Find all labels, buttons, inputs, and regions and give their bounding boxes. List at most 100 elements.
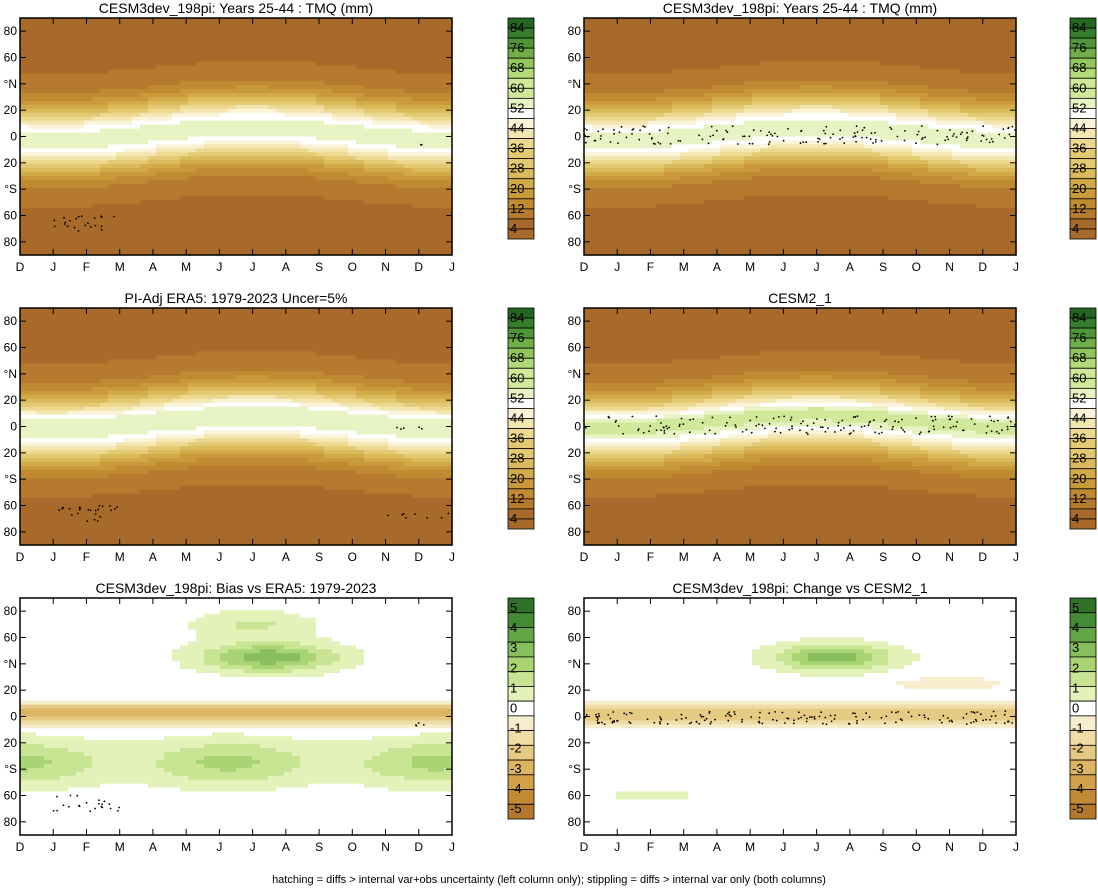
field-cell bbox=[116, 21, 125, 27]
field-cell bbox=[744, 100, 753, 106]
field-cell bbox=[356, 136, 365, 142]
stipple-dot bbox=[80, 215, 83, 218]
field-cell bbox=[372, 93, 381, 98]
field-cell bbox=[44, 211, 53, 217]
field-cell bbox=[68, 45, 77, 51]
field-cell bbox=[648, 93, 657, 98]
field-cell bbox=[292, 33, 301, 39]
field-cell bbox=[912, 81, 921, 86]
field-cell bbox=[992, 21, 1001, 27]
field-cell bbox=[28, 97, 37, 102]
field-cell bbox=[428, 124, 437, 130]
field-cell bbox=[36, 160, 45, 165]
field-cell bbox=[992, 128, 1001, 134]
field-cell bbox=[640, 37, 649, 43]
field-cell bbox=[840, 37, 849, 43]
field-cell bbox=[356, 89, 365, 94]
field-cell bbox=[324, 57, 333, 63]
field-cell bbox=[52, 183, 61, 189]
field-cell bbox=[436, 176, 445, 181]
field-cell bbox=[632, 104, 641, 110]
field-cell bbox=[872, 132, 881, 138]
field-cell bbox=[164, 219, 173, 224]
field-cell bbox=[696, 45, 705, 51]
field-cell bbox=[68, 211, 77, 217]
field-cell bbox=[736, 73, 745, 78]
field-cell bbox=[172, 187, 181, 193]
field-cell bbox=[124, 215, 133, 221]
field-cell bbox=[728, 85, 737, 90]
field-cell bbox=[880, 21, 889, 27]
field-cell bbox=[364, 25, 373, 31]
field-cell bbox=[180, 251, 189, 256]
field-cell bbox=[832, 104, 841, 110]
field-cell bbox=[592, 112, 601, 118]
field-cell bbox=[332, 183, 341, 189]
field-cell bbox=[180, 77, 189, 82]
field-cell bbox=[444, 199, 453, 205]
field-cell bbox=[832, 18, 841, 23]
field-cell bbox=[132, 215, 141, 221]
field-cell bbox=[236, 211, 245, 217]
field-cell bbox=[228, 251, 237, 256]
field-cell bbox=[76, 89, 85, 94]
field-cell bbox=[164, 81, 173, 86]
field-cell bbox=[252, 199, 261, 205]
field-cell bbox=[100, 81, 109, 86]
field-cell bbox=[720, 97, 729, 102]
field-cell bbox=[52, 124, 61, 130]
field-cell bbox=[308, 243, 317, 248]
field-cell bbox=[856, 21, 865, 27]
field-cell bbox=[880, 18, 889, 23]
field-cell bbox=[236, 152, 245, 157]
field-cell bbox=[212, 140, 221, 145]
field-cell bbox=[404, 132, 413, 138]
field-cell bbox=[364, 140, 373, 145]
field-cell bbox=[396, 65, 405, 70]
field-cell bbox=[404, 176, 413, 181]
field-cell bbox=[116, 172, 125, 177]
field-cell bbox=[316, 132, 325, 138]
field-cell bbox=[332, 243, 341, 248]
field-cell bbox=[952, 37, 961, 43]
field-cell bbox=[608, 53, 617, 59]
field-cell bbox=[428, 211, 437, 217]
field-cell bbox=[164, 215, 173, 221]
field-cell bbox=[252, 140, 261, 145]
field-cell bbox=[84, 89, 93, 94]
field-cell bbox=[28, 179, 37, 185]
field-cell bbox=[212, 116, 221, 122]
field-cell bbox=[928, 61, 937, 66]
field-cell bbox=[872, 53, 881, 59]
field-cell bbox=[244, 77, 253, 82]
field-cell bbox=[220, 243, 229, 248]
field-cell bbox=[244, 223, 253, 228]
field-cell bbox=[784, 104, 793, 110]
field-cell bbox=[960, 33, 969, 39]
field-cell bbox=[396, 21, 405, 27]
field-cell bbox=[436, 29, 445, 35]
field-cell bbox=[608, 49, 617, 55]
field-cell bbox=[220, 195, 229, 201]
field-cell bbox=[316, 93, 325, 98]
field-cell bbox=[412, 89, 421, 94]
field-cell bbox=[808, 77, 817, 82]
field-cell bbox=[856, 33, 865, 39]
field-cell bbox=[116, 199, 125, 205]
field-cell bbox=[792, 21, 801, 27]
field-cell bbox=[164, 140, 173, 145]
field-cell bbox=[760, 18, 769, 23]
field-cell bbox=[196, 100, 205, 106]
field-cell bbox=[960, 65, 969, 70]
field-cell bbox=[592, 120, 601, 126]
field-cell bbox=[704, 33, 713, 39]
field-cell bbox=[220, 49, 229, 55]
field-cell bbox=[680, 97, 689, 102]
field-cell bbox=[284, 120, 293, 126]
field-cell bbox=[712, 21, 721, 27]
field-cell bbox=[444, 77, 453, 82]
colorbar-label: 60 bbox=[510, 80, 524, 95]
field-cell bbox=[260, 41, 269, 47]
field-cell bbox=[752, 29, 761, 35]
field-cell bbox=[912, 108, 921, 114]
